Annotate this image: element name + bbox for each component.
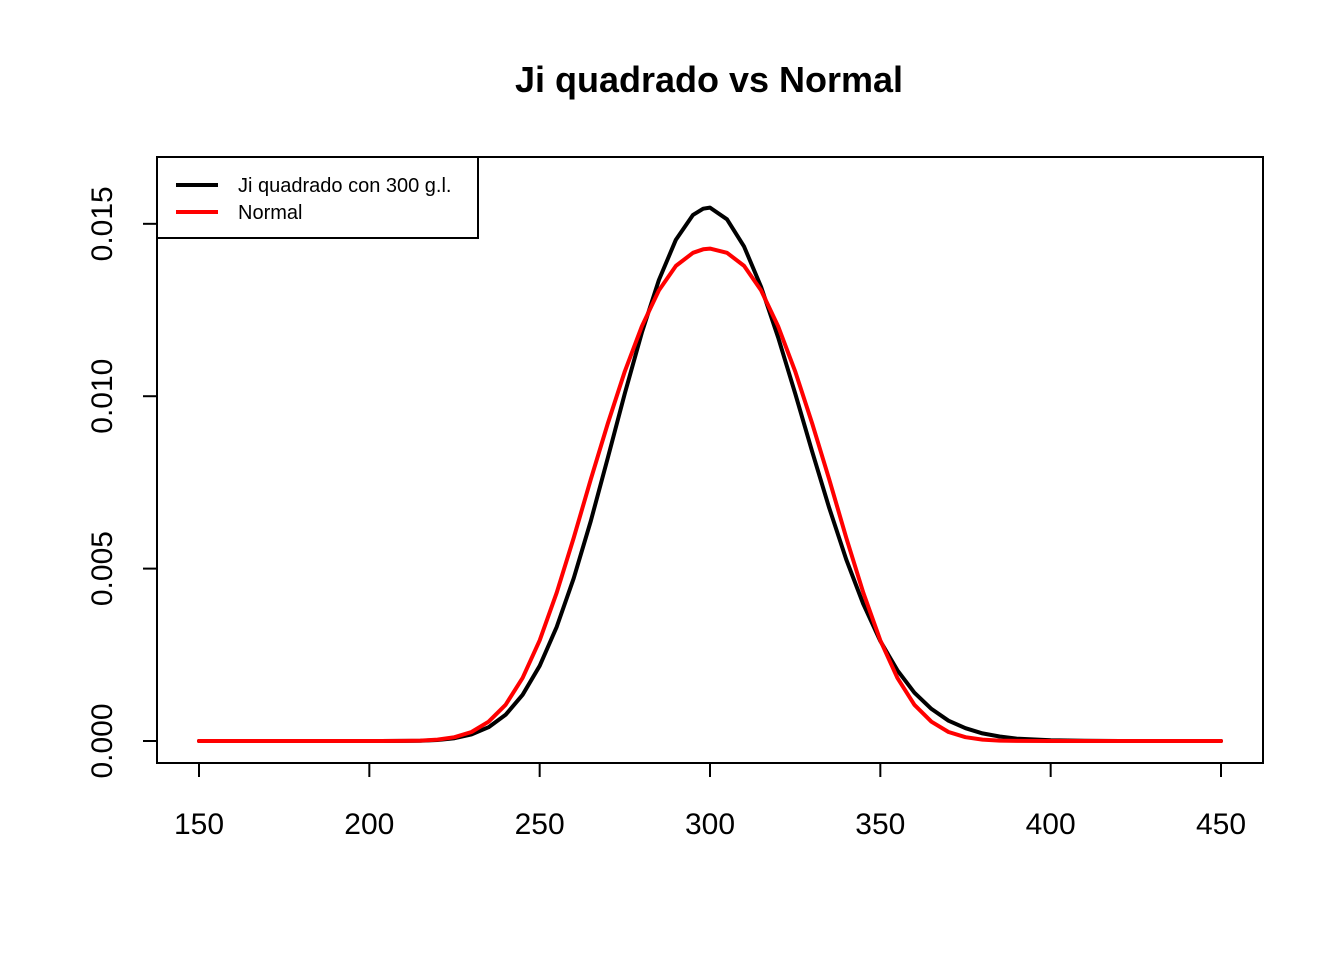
x-tick-label: 250 bbox=[515, 808, 565, 841]
x-tick-label: 200 bbox=[344, 808, 394, 841]
legend: Ji quadrado con 300 g.l. Normal bbox=[156, 156, 479, 239]
series-line-normal bbox=[197, 246, 1223, 743]
y-tick-label: 0.000 bbox=[86, 703, 119, 778]
x-tick-label: 450 bbox=[1196, 808, 1246, 841]
y-tick-label: 0.010 bbox=[86, 359, 119, 434]
legend-label: Normal bbox=[238, 202, 302, 224]
x-axis: 150 200 250 300 350 400 450 bbox=[174, 762, 1246, 841]
x-tick-label: 400 bbox=[1026, 808, 1076, 841]
legend-box bbox=[156, 156, 479, 239]
y-tick-label: 0.015 bbox=[86, 186, 119, 261]
series-layer bbox=[197, 205, 1223, 743]
chart-title: Ji quadrado vs Normal bbox=[515, 59, 903, 100]
y-axis: 0.000 0.005 0.010 0.015 bbox=[86, 186, 158, 779]
series-line-chi-square bbox=[197, 205, 1223, 743]
x-tick-label: 350 bbox=[855, 808, 905, 841]
x-tick-label: 300 bbox=[685, 808, 735, 841]
y-tick-label: 0.005 bbox=[86, 531, 119, 606]
legend-label: Ji quadrado con 300 g.l. bbox=[238, 175, 452, 197]
x-tick-label: 150 bbox=[174, 808, 224, 841]
